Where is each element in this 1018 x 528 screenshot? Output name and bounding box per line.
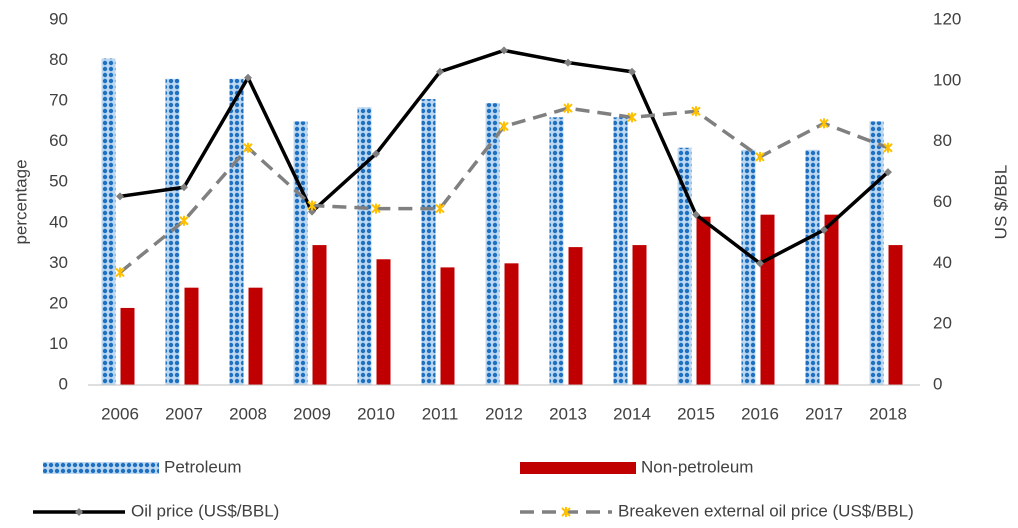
bar (568, 247, 583, 385)
y2-tick-label: 120 (933, 9, 961, 28)
line-marker (756, 259, 764, 268)
line-marker (691, 106, 701, 117)
x-tick-label: 2014 (613, 404, 651, 423)
bar (248, 287, 263, 385)
bar (741, 149, 756, 385)
line-marker (627, 112, 637, 123)
y-tick-label: 20 (49, 293, 68, 312)
bar (293, 121, 308, 385)
line-marker (500, 46, 508, 55)
legend-swatch (520, 462, 636, 474)
legend-label: Oil price (US$/BBL) (131, 501, 279, 520)
line-marker (179, 215, 189, 226)
bar (504, 263, 519, 385)
bar (824, 214, 839, 385)
line-marker (244, 73, 252, 82)
bar (888, 245, 903, 385)
y-tick-label: 50 (49, 172, 68, 191)
line-marker (435, 203, 445, 214)
x-tick-label: 2008 (229, 404, 267, 423)
bar (805, 149, 820, 385)
y2-tick-label: 100 (933, 70, 961, 89)
bar (549, 117, 564, 385)
y-tick-label: 60 (49, 131, 68, 150)
y2-tick-label: 80 (933, 131, 952, 150)
bar (120, 307, 135, 385)
legend-swatch (43, 462, 159, 474)
y-tick-label: 80 (49, 50, 68, 69)
line-marker (563, 103, 573, 114)
x-tick-label: 2009 (293, 404, 331, 423)
legend-marker (75, 508, 83, 516)
legend-marker (561, 507, 571, 517)
line-marker (499, 121, 509, 132)
line-marker (243, 142, 253, 153)
x-tick-label: 2011 (422, 404, 459, 423)
x-tick-label: 2012 (485, 404, 523, 423)
line-marker (564, 58, 572, 67)
line-marker (819, 118, 829, 129)
bar (869, 121, 884, 385)
x-tick-label: 2013 (549, 404, 587, 423)
y-axis-label: percentage (11, 159, 30, 244)
y-tick-label: 70 (49, 91, 68, 110)
line-marker (180, 183, 188, 192)
x-tick-label: 2018 (869, 404, 907, 423)
y-tick-label: 0 (59, 374, 68, 393)
line-marker (372, 149, 380, 158)
x-tick-label: 2010 (357, 404, 395, 423)
bar (184, 287, 199, 385)
bar (421, 99, 436, 385)
bar (696, 216, 711, 385)
x-tick-label: 2006 (101, 404, 139, 423)
line-marker (692, 210, 700, 219)
line-marker (371, 203, 381, 214)
legend-label: Petroleum (164, 457, 241, 476)
bar (613, 117, 628, 385)
line-marker (116, 192, 124, 201)
line-marker (307, 200, 317, 211)
x-tick-label: 2017 (805, 404, 843, 423)
line-marker (820, 225, 828, 234)
bar (312, 245, 327, 385)
bar (632, 245, 647, 385)
bar (357, 107, 372, 385)
legend-label: Breakeven external oil price (US$/BBL) (618, 501, 914, 520)
x-tick-label: 2015 (677, 404, 715, 423)
bar (677, 147, 692, 385)
bar (376, 259, 391, 385)
bar (101, 58, 116, 386)
bar (229, 78, 244, 386)
y2-tick-label: 40 (933, 253, 952, 272)
bar (485, 103, 500, 385)
y-tick-label: 90 (49, 9, 68, 28)
line-marker (308, 207, 316, 216)
y2-tick-label: 60 (933, 192, 952, 211)
line-marker (883, 142, 893, 153)
x-tick-label: 2007 (165, 404, 203, 423)
bar (760, 214, 775, 385)
line-marker (628, 67, 636, 76)
y-tick-label: 10 (49, 334, 68, 353)
line-marker (115, 267, 125, 278)
y-tick-label: 30 (49, 253, 68, 272)
y2-axis-label: US $/BBL (991, 165, 1010, 240)
line-marker (755, 151, 765, 162)
line-marker (436, 67, 444, 76)
y2-tick-label: 20 (933, 314, 952, 333)
y2-tick-label: 0 (933, 374, 942, 393)
bar (440, 267, 455, 385)
x-tick-label: 2016 (741, 404, 779, 423)
line-marker (884, 168, 892, 177)
y-tick-label: 40 (49, 212, 68, 231)
legend-label: Non-petroleum (641, 457, 753, 476)
